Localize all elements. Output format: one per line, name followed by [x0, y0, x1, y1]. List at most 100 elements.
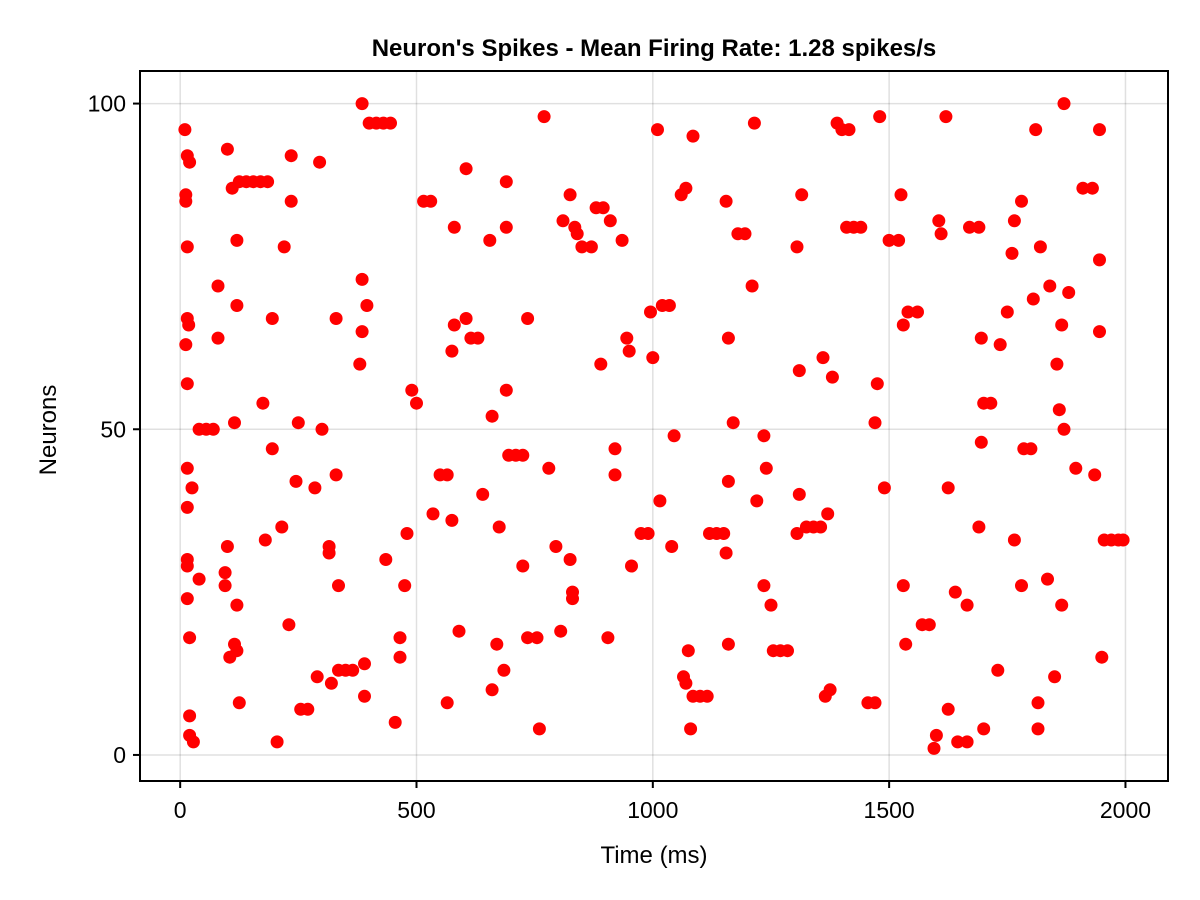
spike-point — [230, 233, 244, 247]
spike-point — [721, 331, 735, 345]
spike-point — [220, 142, 234, 156]
spike-point — [1055, 318, 1069, 332]
spike-point — [563, 553, 577, 566]
spike-point — [499, 383, 513, 397]
spike-point — [781, 644, 794, 658]
spike-point — [410, 396, 423, 410]
spike-point — [1062, 286, 1076, 299]
spike-point — [556, 214, 570, 228]
spike-point — [892, 233, 906, 247]
spike-point — [608, 468, 622, 482]
spike-point — [792, 364, 806, 378]
spike-point — [594, 357, 608, 371]
spike-point — [185, 481, 199, 495]
spike-point — [530, 631, 544, 645]
spike-point — [795, 188, 809, 202]
spike-point — [1031, 696, 1045, 710]
spike-point — [291, 416, 305, 430]
spike-point — [405, 383, 419, 397]
spike-point — [284, 149, 298, 163]
spike-point — [180, 461, 194, 475]
spike-point — [941, 702, 955, 716]
spike-point — [1007, 214, 1021, 228]
spike-point — [393, 650, 407, 664]
spike-point — [388, 715, 402, 729]
spike-point — [625, 559, 638, 573]
spike-point — [854, 220, 868, 234]
spike-point — [1093, 253, 1106, 267]
spike-point — [934, 227, 948, 241]
spike-point — [790, 527, 804, 540]
spike-point — [178, 123, 192, 137]
spike-point — [974, 435, 988, 449]
x-tick-label: 500 — [397, 797, 435, 823]
spike-point — [960, 735, 974, 749]
spike-point — [991, 663, 1005, 677]
spike-point — [726, 416, 740, 430]
spike-point — [179, 338, 193, 352]
spike-point — [644, 305, 657, 319]
spike-point — [476, 487, 490, 501]
spike-point — [1043, 279, 1057, 293]
spike-point — [1029, 123, 1043, 137]
spike-point — [1088, 468, 1102, 482]
spike-point — [719, 546, 733, 560]
spike-point — [180, 500, 194, 514]
spike-point — [1033, 240, 1047, 254]
spike-point — [179, 194, 193, 208]
spike-point — [566, 592, 579, 606]
spike-point — [960, 598, 974, 612]
y-tick-label: 0 — [113, 742, 126, 768]
spike-point — [483, 233, 497, 247]
spike-point — [1050, 357, 1064, 371]
spike-point — [750, 494, 764, 508]
spike-point — [289, 474, 303, 488]
spike-point — [972, 220, 986, 234]
plot-frame — [139, 70, 1169, 782]
spike-point — [653, 494, 667, 508]
spike-point — [452, 624, 466, 638]
spike-point — [183, 155, 197, 169]
spike-point — [313, 155, 327, 169]
spike-point — [258, 533, 272, 547]
x-tick-label: 2000 — [1100, 797, 1151, 823]
spike-point — [516, 559, 530, 573]
spike-point — [537, 110, 551, 124]
spike-point — [790, 240, 804, 254]
spike-point — [816, 351, 830, 365]
spike-point — [554, 624, 568, 638]
spike-point — [485, 409, 499, 423]
spike-point — [532, 722, 546, 736]
spike-point — [738, 227, 752, 241]
spike-point — [471, 331, 485, 345]
spike-point — [329, 468, 343, 482]
spike-point — [1093, 325, 1106, 339]
spike-point — [1057, 97, 1071, 111]
spike-point — [180, 559, 194, 573]
spike-point — [355, 272, 369, 286]
spike-point — [1052, 403, 1066, 417]
spike-point — [745, 279, 759, 293]
spike-point — [180, 240, 194, 254]
spike-point — [180, 377, 194, 391]
spike-point — [821, 507, 835, 521]
spike-point — [608, 442, 622, 456]
spike-point — [665, 540, 679, 553]
spike-point — [182, 318, 196, 332]
spike-point — [984, 396, 998, 410]
spike-point — [662, 299, 676, 312]
spike-point — [700, 689, 714, 703]
spike-point — [814, 520, 828, 534]
spike-point — [549, 540, 563, 553]
spike-points — [178, 97, 1130, 755]
spike-point — [873, 110, 887, 124]
spike-point — [447, 318, 461, 332]
spike-point — [584, 240, 598, 254]
spike-point — [228, 416, 241, 430]
spike-point — [282, 618, 296, 632]
spike-point — [601, 631, 615, 645]
spike-point — [332, 579, 345, 593]
spike-point — [899, 637, 913, 651]
spike-point — [870, 377, 884, 391]
spike-point — [939, 110, 953, 124]
